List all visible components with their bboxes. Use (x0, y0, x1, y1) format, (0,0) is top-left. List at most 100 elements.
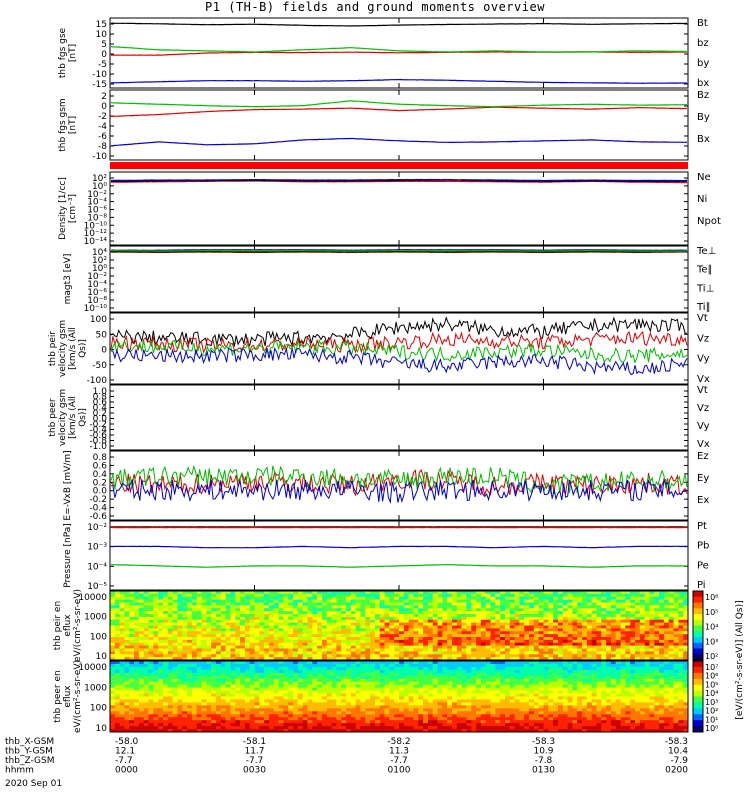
spectrogram-cell (567, 663, 573, 668)
spectrogram-cell (148, 654, 154, 658)
spectrogram-cell (447, 608, 453, 612)
spectrogram-cell (211, 591, 217, 595)
spectrogram-cell (504, 593, 511, 598)
spectrogram-cell (196, 599, 202, 603)
spectrogram-cell (447, 663, 453, 668)
spectrogram-cell (124, 690, 130, 694)
spectrogram-cell (206, 645, 212, 649)
spectrogram-cell (201, 666, 207, 671)
spectrogram-cell (138, 628, 145, 632)
spectrogram-cell (668, 596, 674, 600)
spectrogram-cell (268, 645, 275, 649)
spectrogram-cell (196, 614, 202, 618)
spectrogram-cell (360, 651, 366, 655)
spectrogram-cell (437, 616, 443, 621)
spectrogram-cell (582, 696, 588, 700)
spectrogram-cell (606, 661, 612, 665)
y-tick-label: -0.2 (89, 495, 107, 505)
spectrogram-cell (215, 616, 222, 621)
spectrogram-cell (490, 628, 496, 632)
spectrogram-cell (533, 642, 539, 646)
spectrogram-cell (538, 616, 544, 621)
spectrogram-cell (538, 648, 544, 652)
spectrogram-cell (495, 593, 501, 598)
spectrogram-cell (191, 608, 197, 612)
spectrogram-cell (668, 619, 674, 623)
spectrogram-cell (302, 614, 308, 618)
spectrogram-cell (312, 642, 318, 646)
spectrogram-cell (167, 654, 173, 658)
spectrogram-cell (466, 608, 472, 612)
spectrogram-cell (524, 687, 530, 691)
spectrogram-cell (244, 608, 250, 612)
spectrogram-cell (384, 625, 390, 629)
spectrogram-cell (331, 611, 337, 615)
spectrogram-cell (427, 591, 434, 595)
spectrogram-cell (625, 608, 631, 612)
spectrogram-cell (557, 605, 564, 609)
spectrogram-cell (321, 702, 328, 706)
spectrogram-cell (225, 599, 231, 603)
spectrogram-cell (625, 699, 631, 703)
spectrogram-cell (220, 661, 226, 665)
spectrogram-cell (129, 663, 135, 668)
spectrogram-cell (610, 690, 617, 694)
spectrogram-cell (673, 699, 679, 703)
spectrogram-cell (211, 654, 217, 658)
spectrogram (110, 591, 689, 661)
spectrogram-cell (374, 614, 381, 618)
spectrogram-cell (215, 611, 222, 615)
spectrogram-cell (418, 678, 424, 683)
spectrogram-cell (490, 631, 496, 635)
spectrogram-cell (389, 657, 395, 661)
spectrogram-cell (582, 611, 588, 615)
spectrogram-cell (495, 634, 501, 638)
spectrogram-cell (620, 666, 626, 671)
spectrogram-cell (654, 605, 660, 609)
spectrogram-cell (283, 608, 289, 612)
spectrogram-cell (177, 616, 183, 621)
spectrogram-cell (586, 678, 592, 683)
spectrogram-cell (649, 622, 655, 626)
spectrogram-cell (437, 690, 443, 694)
spectrogram-cell (500, 628, 506, 632)
spectrogram-cell (572, 657, 578, 661)
spectrogram-cell (673, 602, 679, 606)
spectrogram-cell (196, 654, 202, 658)
spectrogram-cell (543, 678, 549, 683)
spectrogram-cell (485, 696, 491, 700)
spectrogram-cell (442, 648, 448, 652)
spectrogram-cell (341, 648, 347, 652)
spectrogram-cell (673, 637, 679, 641)
spectrogram-cell (673, 631, 679, 635)
spectrogram-cell (519, 693, 525, 697)
spectrogram-cell (321, 628, 328, 632)
spectrogram-cell (341, 663, 347, 668)
spectrogram-cell (601, 675, 607, 680)
spectrogram-cell (635, 678, 641, 683)
spectrogram-cell (302, 675, 308, 680)
spectrogram-cell (379, 663, 385, 668)
series-line (110, 330, 688, 354)
spectrogram-cell (490, 687, 496, 691)
spectrogram-cell (278, 593, 284, 598)
spectrogram-cell (567, 681, 573, 685)
spectrogram-cell (644, 605, 650, 609)
spectrogram-cell (138, 675, 145, 680)
spectrogram-cell (259, 681, 265, 685)
spectrogram-cell (471, 642, 477, 646)
spectrogram-cell (490, 591, 496, 595)
spectrogram-cell (519, 602, 525, 606)
spectrogram-cell (365, 678, 371, 683)
spectrogram-cell (336, 675, 342, 680)
spectrogram-cell (678, 619, 684, 623)
spectrogram-cell (683, 648, 689, 652)
spectrogram-cell (374, 611, 381, 615)
spectrogram-cell (442, 687, 448, 691)
spectrogram-cell (153, 684, 159, 688)
spectrogram-cell (220, 593, 226, 598)
spectrogram-cell (297, 611, 303, 615)
spectrogram-cell (341, 591, 347, 595)
spectrogram-cell (172, 696, 178, 700)
spectrogram-cell (447, 645, 453, 649)
